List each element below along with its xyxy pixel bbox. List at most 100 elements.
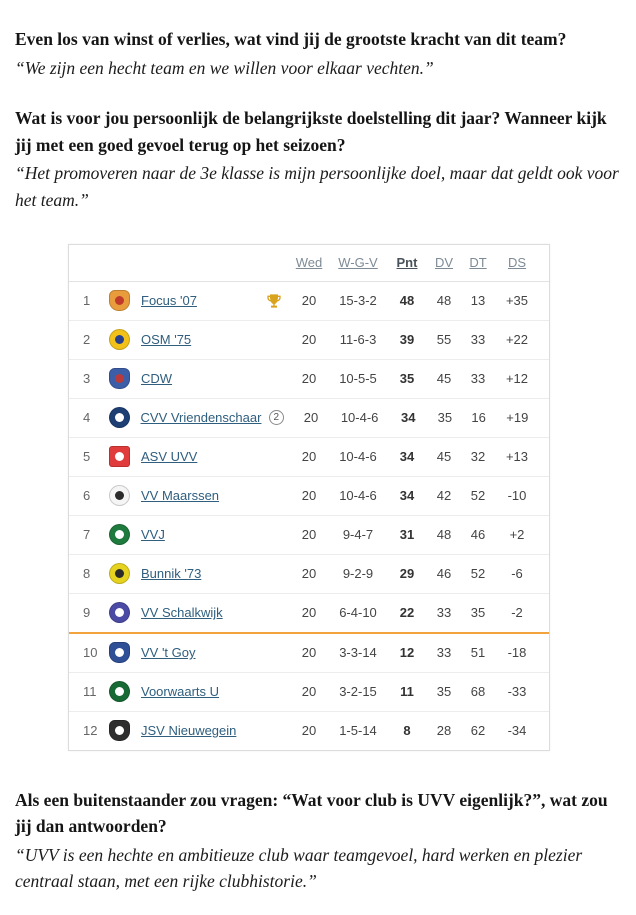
interview-question-1: Even los van winst of verlies, wat vind … <box>15 29 567 49</box>
table-row: 6 VV Maarssen 20 10-4-6 34 42 52 -10 <box>69 477 549 516</box>
position-number: 5 <box>83 449 91 465</box>
interview-answer-3: “UVV is een hechte en ambitieuze club wa… <box>15 844 583 892</box>
cell-dv: 28 <box>436 723 452 739</box>
club-logo-icon <box>109 720 130 742</box>
team-link[interactable]: VV 't Goy <box>141 645 196 661</box>
cell-wgv: 10-5-5 <box>339 371 377 387</box>
table-row: 2 OSM '75 20 11-6-3 39 55 33 +22 <box>69 321 549 360</box>
col-header-dt[interactable]: DT <box>469 255 487 271</box>
cell-dv: 46 <box>436 566 452 582</box>
cell-wgv: 6-4-10 <box>339 605 377 621</box>
cell-wed: 20 <box>301 684 317 700</box>
club-logo-icon <box>109 485 130 507</box>
cell-wgv: 3-3-14 <box>339 645 377 661</box>
cell-dv: 45 <box>436 449 452 465</box>
club-logo-icon <box>109 681 130 703</box>
table-row: 12 JSV Nieuwegein 20 1-5-14 8 28 62 -34 <box>69 712 549 750</box>
cell-ds: +22 <box>505 332 529 348</box>
club-logo-icon <box>109 602 130 624</box>
team-link[interactable]: VVJ <box>141 527 165 543</box>
team-link[interactable]: OSM '75 <box>141 332 192 348</box>
cell-ds: -2 <box>511 605 523 621</box>
cell-pnt: 22 <box>399 605 415 621</box>
cell-dv: 33 <box>436 605 452 621</box>
col-header-ds[interactable]: DS <box>507 255 527 271</box>
team-link[interactable]: CVV Vriendenschaar <box>140 410 262 426</box>
col-header-pnt[interactable]: Pnt <box>396 255 418 271</box>
cell-dt: 33 <box>470 332 486 348</box>
interview-question-2: Wat is voor jou persoonlijk de belangrij… <box>15 108 607 155</box>
cell-pnt: 48 <box>399 293 415 309</box>
club-logo-icon <box>109 563 130 585</box>
position-number: 10 <box>83 645 98 661</box>
cell-pnt: 29 <box>399 566 415 582</box>
team-link[interactable]: Focus '07 <box>141 293 197 309</box>
cell-wed: 20 <box>301 645 317 661</box>
cell-wgv: 10-4-6 <box>339 488 377 504</box>
cell-dt: 52 <box>470 566 486 582</box>
position-number: 3 <box>83 371 91 387</box>
cell-pnt: 34 <box>399 449 415 465</box>
cell-pnt: 12 <box>399 645 415 661</box>
cell-ds: -6 <box>511 566 523 582</box>
cell-dv: 55 <box>436 332 452 348</box>
team-link[interactable]: VV Maarssen <box>141 488 220 504</box>
cell-wgv: 10-4-6 <box>339 449 377 465</box>
cell-wgv: 1-5-14 <box>339 723 377 739</box>
standings-body: 1 Focus '07 20 15-3-2 48 48 13 +35 2 OSM… <box>69 282 549 750</box>
cell-dv: 45 <box>436 371 452 387</box>
cell-ds: +12 <box>505 371 529 387</box>
table-row: 11 Voorwaarts U 20 3-2-15 11 35 68 -33 <box>69 673 549 712</box>
cell-dv: 35 <box>437 410 453 426</box>
cell-wed: 20 <box>301 566 317 582</box>
team-link[interactable]: ASV UVV <box>141 449 198 465</box>
col-header-wed[interactable]: Wed <box>295 255 323 271</box>
team-link[interactable]: Bunnik '73 <box>141 566 202 582</box>
col-header-wgv[interactable]: W-G-V <box>338 255 378 271</box>
league-standings-table: Wed W-G-V Pnt DV DT DS 1 Focus '07 20 15… <box>68 243 550 751</box>
cell-ds: -34 <box>507 723 527 739</box>
cell-wed: 20 <box>303 410 319 426</box>
cell-dt: 16 <box>471 410 486 426</box>
cell-ds: -10 <box>507 488 527 504</box>
cell-dv: 48 <box>436 293 452 309</box>
position-number: 1 <box>83 293 91 309</box>
table-row: 3 CDW 20 10-5-5 35 45 33 +12 <box>69 360 549 399</box>
cell-wgv: 9-4-7 <box>342 527 374 543</box>
team-link[interactable]: JSV Nieuwegein <box>141 723 237 739</box>
cell-ds: -18 <box>507 645 527 661</box>
cell-wgv: 11-6-3 <box>339 332 377 348</box>
position-number: 8 <box>83 566 91 582</box>
team-link[interactable]: VV Schalkwijk <box>141 605 223 621</box>
cell-dt: 52 <box>470 488 486 504</box>
cell-dv: 35 <box>436 684 452 700</box>
position-number: 4 <box>83 410 91 426</box>
position-number: 2 <box>83 332 91 348</box>
cell-pnt: 35 <box>399 371 415 387</box>
club-logo-icon <box>109 290 130 312</box>
cell-wed: 20 <box>301 527 317 543</box>
team-link[interactable]: Voorwaarts U <box>141 684 220 700</box>
position-number: 7 <box>83 527 91 543</box>
cell-pnt: 39 <box>399 332 415 348</box>
cell-wed: 20 <box>301 293 317 309</box>
interview-answer-2: “Het promoveren naar de 3e klasse is mij… <box>15 163 619 210</box>
cell-wgv: 3-2-15 <box>339 684 377 700</box>
position-number: 12 <box>83 723 98 739</box>
cell-dt: 35 <box>470 605 486 621</box>
table-row: 1 Focus '07 20 15-3-2 48 48 13 +35 <box>69 282 549 321</box>
team-link[interactable]: CDW <box>141 371 173 387</box>
cell-ds: -33 <box>507 684 527 700</box>
cell-dt: 33 <box>470 371 486 387</box>
cell-dt: 68 <box>470 684 486 700</box>
club-logo-icon <box>109 329 130 351</box>
cell-wed: 20 <box>301 605 317 621</box>
position-number: 9 <box>83 605 91 621</box>
cell-ds: +13 <box>505 449 529 465</box>
table-row: 4 CVV Vriendenschaar 2 20 10-4-6 34 35 1… <box>69 399 549 438</box>
col-header-dv[interactable]: DV <box>434 255 454 271</box>
cell-wed: 20 <box>301 488 317 504</box>
cell-pnt: 8 <box>403 723 411 739</box>
table-row: 9 VV Schalkwijk 20 6-4-10 22 33 35 -2 <box>69 594 549 634</box>
